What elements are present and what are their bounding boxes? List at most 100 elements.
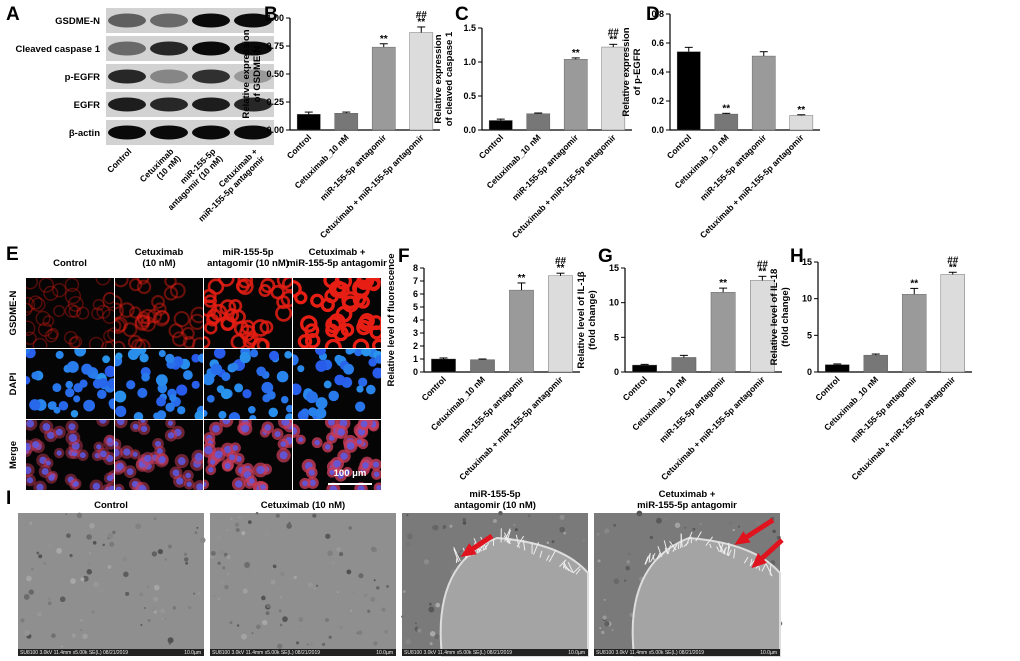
texture [238,515,242,520]
y-tick-label: 2 [413,341,418,351]
texture [346,569,352,575]
nucleus [300,408,310,417]
texture [597,559,601,563]
protrusion [652,554,655,561]
cell [171,331,188,347]
blot-band [234,125,272,140]
cell [32,337,48,348]
cell [334,278,353,290]
nucleus [302,480,308,487]
y-tick-label: 0.6 [651,38,664,48]
nucleus [314,439,320,446]
cell [276,278,292,289]
nucleus [156,448,163,455]
nucleus [155,374,168,387]
column-header: Cetuximab [135,247,184,258]
texture [674,522,681,528]
texture [63,520,66,523]
cell [38,278,55,293]
nucleus [73,395,81,403]
panel-letter: I [6,488,11,509]
texture [498,511,503,516]
cell [332,281,350,299]
texture [278,609,282,613]
nucleus [140,420,146,424]
texture [407,533,413,540]
cell [68,305,82,318]
texture [624,579,627,582]
cell [293,280,302,298]
cell [191,337,203,348]
sem-info: SU8100 3.0kV 11.4mm x5.00k SE(L) 08/21/2… [20,650,128,656]
texture [602,615,607,620]
y-tick-label: 1 [413,354,418,364]
texture [216,535,222,540]
nucleus [256,366,266,377]
blot-band [108,69,146,84]
significance-mark: ** [380,34,388,45]
cell [168,323,184,339]
nucleus [266,390,276,400]
nucleus [115,486,122,490]
texture [70,555,73,558]
cell [218,278,235,287]
nucleus [141,372,150,382]
protrusion [705,536,714,546]
cell [204,299,218,318]
nucleus [224,463,231,470]
texture [442,524,447,529]
sem-infobar [594,649,780,656]
nucleus [333,459,341,468]
texture [65,513,68,515]
texture [176,599,182,606]
nucleus [115,390,127,403]
texture [417,628,422,633]
y-axis-label: Relative expression [433,34,444,123]
texture [625,566,630,571]
cell [352,338,370,348]
protrusion [503,532,511,545]
protrusion [709,543,712,549]
texture [185,561,189,565]
texture [451,520,455,523]
texture [172,606,177,610]
y-tick-label: 0.50 [266,69,284,79]
texture [363,593,368,598]
nucleus [92,482,101,490]
texture [664,517,667,520]
texture [76,512,83,519]
cell [281,278,292,292]
cell [136,311,150,325]
texture [226,554,231,560]
texture [370,596,376,603]
texture [729,521,733,525]
nucleus [343,363,355,375]
cell [169,282,186,299]
panel-letter: F [398,246,410,267]
nucleus [90,371,98,379]
panel-letter: G [598,246,613,267]
cell [53,305,66,318]
blot-band [150,13,188,28]
blot-band [234,97,272,112]
significance-mark: ## [608,27,620,38]
nucleus [212,424,220,433]
nucleus [372,367,381,379]
bar [334,112,359,131]
texture [759,537,763,541]
sem-infobar [18,649,204,656]
texture [348,522,353,527]
micrograph [26,278,114,348]
cells [204,349,292,419]
nucleus [356,385,364,393]
protrusion [672,544,678,552]
x-tick-label: miR-155-5p antagomir [510,132,581,203]
nucleus [176,384,188,396]
protrusion [727,549,732,557]
texture [611,629,614,632]
nucleus [116,462,124,470]
nucleus [153,412,161,419]
nucleus [83,399,96,412]
protrusion [644,556,649,565]
